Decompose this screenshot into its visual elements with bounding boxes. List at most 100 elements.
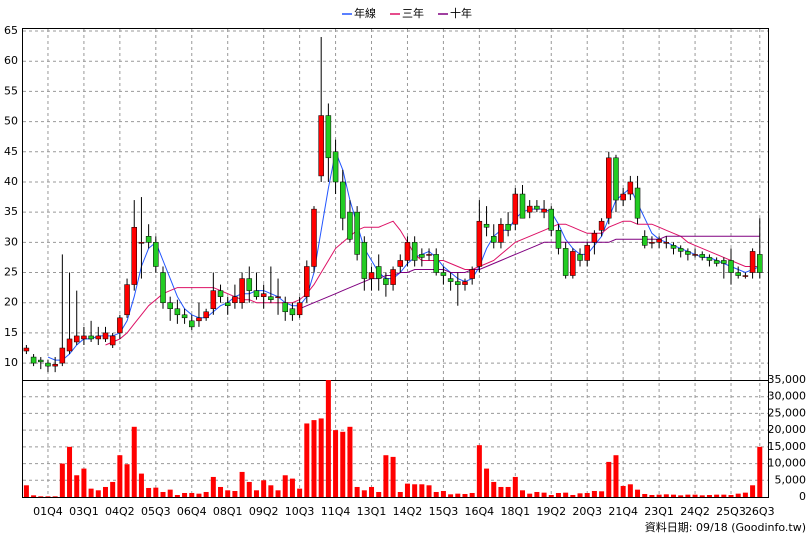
volume-bar xyxy=(174,494,180,497)
candle-body xyxy=(476,220,483,267)
volume-bar xyxy=(189,492,195,497)
candle-body xyxy=(368,272,375,279)
candle-body xyxy=(426,254,432,256)
candle-body xyxy=(620,193,626,201)
x-tick-label: 03Q1 xyxy=(69,505,99,518)
candle-body xyxy=(562,248,569,276)
candle-body xyxy=(224,302,231,306)
volume-bar xyxy=(419,484,425,497)
volume-bar xyxy=(232,490,238,497)
y-tick-label: 40 xyxy=(4,175,18,188)
legend-label: 年線 xyxy=(354,6,376,20)
y-tick-label: 60 xyxy=(4,54,18,67)
volume-bar xyxy=(261,480,267,497)
x-tick-label: 18Q1 xyxy=(500,505,530,518)
y2-tick-label: 35,000 xyxy=(768,373,807,386)
volume-bar xyxy=(505,486,511,497)
volume-bar xyxy=(735,493,741,497)
volume-bar xyxy=(484,468,490,497)
volume-bar xyxy=(706,494,712,497)
x-tick-label: 15Q3 xyxy=(429,505,459,518)
candle-body xyxy=(411,242,418,261)
candle-body xyxy=(102,332,109,340)
candle-body xyxy=(404,242,411,261)
candle-body xyxy=(483,223,490,228)
candle-body xyxy=(721,260,727,264)
candle-body xyxy=(160,272,166,303)
candle-body xyxy=(196,317,202,322)
volume-bar xyxy=(376,491,382,497)
candle-body xyxy=(153,242,159,267)
y2-tick-label: 20,000 xyxy=(768,423,807,436)
volume-bar xyxy=(426,485,432,497)
volume-bar xyxy=(685,494,691,497)
candle-body xyxy=(38,359,44,363)
candle-body xyxy=(117,317,123,334)
candle-body xyxy=(66,338,73,352)
candle-body xyxy=(239,278,245,303)
candle-body xyxy=(318,115,324,177)
volume-bar xyxy=(225,490,231,497)
volume-bar xyxy=(455,493,461,497)
candle-body xyxy=(145,236,152,243)
volume-bar xyxy=(440,490,446,497)
x-tick-label: 11Q4 xyxy=(321,505,351,518)
volume-bar xyxy=(383,455,389,497)
volume-bar xyxy=(138,473,144,497)
volume-bar xyxy=(469,492,475,497)
candle-body xyxy=(634,187,641,219)
plot-frame xyxy=(22,28,769,498)
volume-bar xyxy=(340,431,346,497)
volume-bar xyxy=(210,476,216,497)
y-tick-label: 10 xyxy=(4,356,18,369)
x-tick-label: 06Q4 xyxy=(177,505,207,518)
volume-bar xyxy=(541,492,547,497)
footer: 資料日期: 09/18 (Goodinfo.tw) xyxy=(645,520,806,534)
candle-body xyxy=(627,181,634,195)
candle-body xyxy=(260,293,267,297)
volume-bar xyxy=(670,494,676,497)
candle-body xyxy=(138,242,145,244)
candle-body xyxy=(685,251,691,255)
volume-bar xyxy=(369,486,375,497)
candle-layer xyxy=(23,37,763,373)
volume-bar xyxy=(23,485,29,497)
volume-bar xyxy=(397,491,403,497)
volume-bar xyxy=(412,484,418,497)
volume-bar xyxy=(534,491,540,497)
candle-body xyxy=(189,320,195,328)
volume-bar xyxy=(498,486,504,497)
volume-bar xyxy=(491,481,497,497)
volume-bar xyxy=(218,486,224,497)
candle-body xyxy=(167,302,173,310)
x-tick-label: 25Q3 xyxy=(716,505,746,518)
candle-body xyxy=(570,251,576,276)
candle-body xyxy=(591,233,598,243)
candle-body xyxy=(124,284,130,316)
candle-body xyxy=(210,290,217,310)
volume-bar xyxy=(448,494,454,497)
volume-bar xyxy=(333,430,339,497)
candle-body xyxy=(354,211,360,255)
moving-average-line xyxy=(47,150,760,361)
y-tick-label: 20 xyxy=(4,296,18,309)
candle-body xyxy=(670,245,677,249)
x-tick-label: 20Q3 xyxy=(572,505,602,518)
candle-body xyxy=(282,302,288,313)
y-tick-label: 30 xyxy=(4,235,18,248)
volume-bar xyxy=(757,446,763,497)
candle-body xyxy=(541,208,547,213)
candle-body xyxy=(95,335,102,340)
volume-bar xyxy=(512,476,518,497)
volume-bar xyxy=(361,490,367,497)
volume-bar xyxy=(45,496,51,497)
candle-body xyxy=(519,193,526,219)
candle-body xyxy=(397,260,404,267)
y-tick-label: 50 xyxy=(4,115,18,128)
volume-bar xyxy=(182,492,188,497)
candle-body xyxy=(59,347,66,364)
x-tick-label: 10Q3 xyxy=(285,505,315,518)
candle-body xyxy=(749,251,756,273)
candle-body xyxy=(419,254,425,258)
